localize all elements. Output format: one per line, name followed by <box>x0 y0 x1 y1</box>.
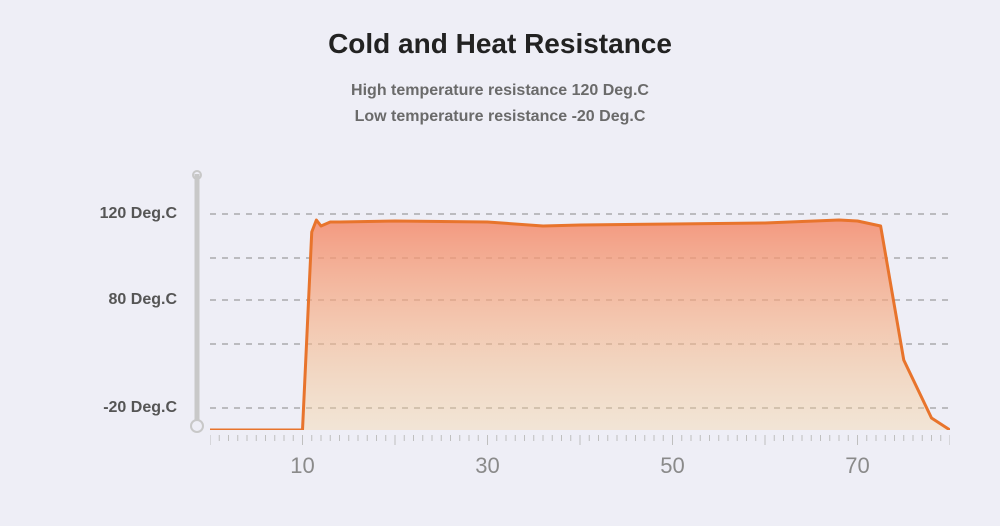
x-axis: 10 30 50 70 <box>210 435 950 490</box>
area-fill <box>210 220 950 430</box>
y-label-0: 120 Deg.C <box>100 205 177 223</box>
x-ticks <box>210 435 950 451</box>
plot-svg <box>210 170 950 430</box>
y-label-2: -20 Deg.C <box>103 399 177 417</box>
chart-title: Cold and Heat Resistance <box>0 0 1000 60</box>
x-label: 70 <box>845 453 869 479</box>
subtitle-low: Low temperature resistance -20 Deg.C <box>0 108 1000 126</box>
x-label: 30 <box>475 453 499 479</box>
chart-area: 120 Deg.C 80 Deg.C -20 Deg.C 10 30 50 70 <box>70 170 950 490</box>
thermometer-icon <box>190 170 204 442</box>
x-label: 10 <box>290 453 314 479</box>
y-label-1: 80 Deg.C <box>109 291 177 309</box>
subtitle-high: High temperature resistance 120 Deg.C <box>0 82 1000 100</box>
x-label: 50 <box>660 453 684 479</box>
